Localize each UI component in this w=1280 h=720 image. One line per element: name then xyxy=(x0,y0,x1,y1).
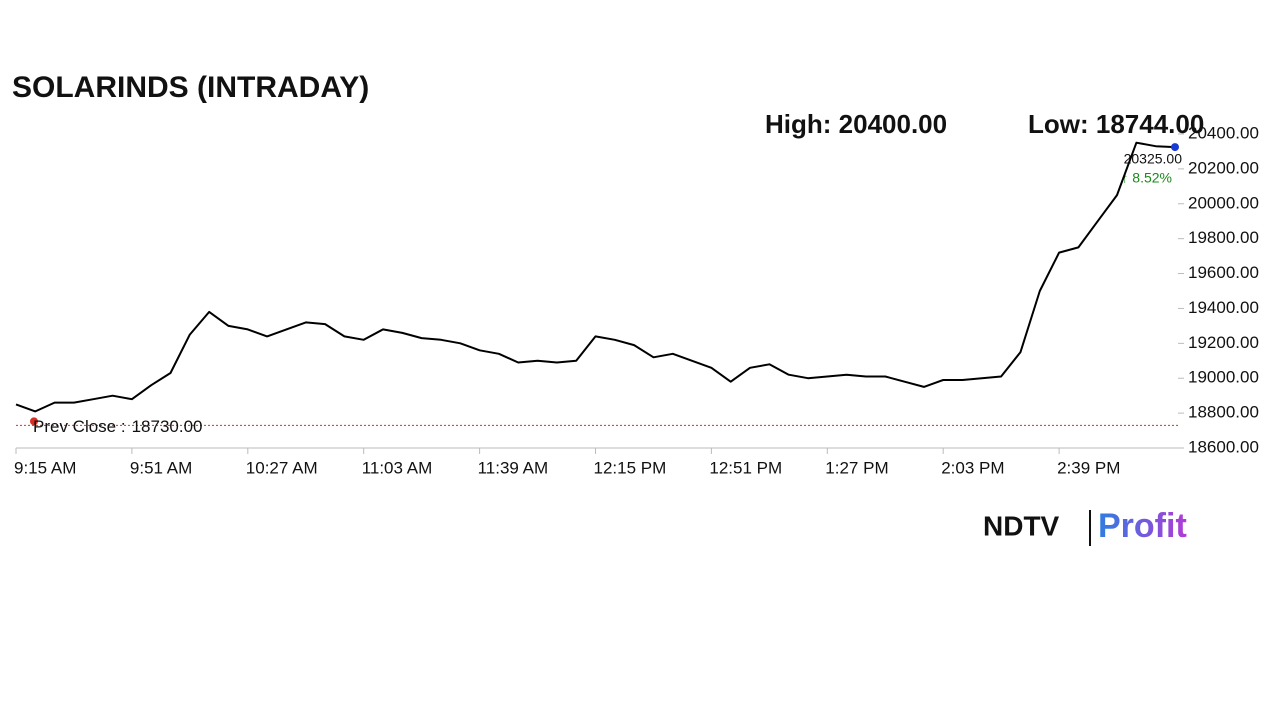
y-tick-label: 20000.00 xyxy=(1188,193,1259,212)
x-tick-label: 2:39 PM xyxy=(1057,458,1120,477)
x-tick-label: 12:15 PM xyxy=(594,458,667,477)
y-tick-label: 18800.00 xyxy=(1188,403,1259,422)
x-tick-label: 12:51 PM xyxy=(709,458,782,477)
x-tick-label: 1:27 PM xyxy=(825,458,888,477)
y-tick-label: 19600.00 xyxy=(1188,263,1259,282)
high-label: High: 20400.00 xyxy=(765,109,947,139)
y-tick-label: 19800.00 xyxy=(1188,228,1259,247)
y-tick-label: 18600.00 xyxy=(1188,437,1259,456)
price-line xyxy=(15,141,1176,413)
y-tick-label: 19400.00 xyxy=(1188,298,1259,317)
x-tick-label: 9:15 AM xyxy=(14,458,76,477)
y-tick-label: 19000.00 xyxy=(1188,368,1259,387)
chart-title: SOLARINDS (INTRADAY) xyxy=(12,71,369,104)
logo-profit: Profit xyxy=(1098,507,1187,545)
prev-close-label: Prev Close : xyxy=(33,417,126,436)
x-tick-label: 11:39 AM xyxy=(478,458,549,477)
y-tick-label: 19200.00 xyxy=(1188,333,1259,352)
y-tick-label: 20200.00 xyxy=(1188,158,1259,177)
prev-close-value: 18730.00 xyxy=(132,417,203,436)
last-point xyxy=(1171,143,1179,152)
last-value: 20325.00 xyxy=(1124,151,1183,167)
x-tick-label: 10:27 AM xyxy=(246,458,318,477)
change-label: ↑ 8.52% xyxy=(1121,170,1172,186)
logo-ndtv: NDTV xyxy=(983,510,1060,541)
low-label: Low: 18744.00 xyxy=(1028,109,1204,139)
x-tick-label: 2:03 PM xyxy=(941,458,1004,477)
x-tick-label: 9:51 AM xyxy=(130,458,192,477)
x-tick-label: 11:03 AM xyxy=(362,458,433,477)
prev-close-dot xyxy=(30,417,38,426)
y-tick-label: 20400.00 xyxy=(1188,123,1259,142)
